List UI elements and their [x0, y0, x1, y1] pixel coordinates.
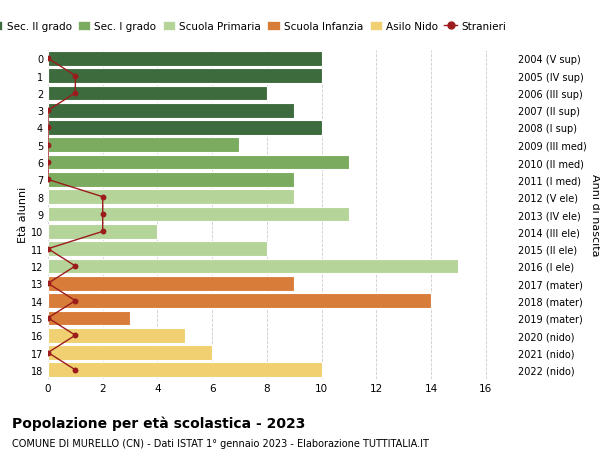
Point [43, 124, 53, 132]
Point [43, 176, 53, 184]
Point [71, 297, 80, 305]
Bar [48, 276, 294, 291]
Point [43, 142, 53, 149]
Point [43, 246, 53, 253]
Bar [48, 104, 294, 118]
Point [71, 263, 80, 270]
Bar [48, 224, 157, 239]
Y-axis label: Anni di nascita: Anni di nascita [590, 174, 600, 256]
Bar [48, 121, 322, 135]
Bar [48, 190, 294, 205]
Text: COMUNE DI MURELLO (CN) - Dati ISTAT 1° gennaio 2023 - Elaborazione TUTTITALIA.IT: COMUNE DI MURELLO (CN) - Dati ISTAT 1° g… [12, 438, 429, 448]
Point [43, 107, 53, 115]
Bar [48, 173, 294, 187]
Point [71, 366, 80, 374]
Legend: Sec. II grado, Sec. I grado, Scuola Primaria, Scuola Infanzia, Asilo Nido, Stran: Sec. II grado, Sec. I grado, Scuola Prim… [0, 18, 510, 36]
Bar [48, 86, 267, 101]
Bar [48, 294, 431, 308]
Point [43, 56, 53, 63]
Point [71, 90, 80, 97]
Text: Popolazione per età scolastica - 2023: Popolazione per età scolastica - 2023 [12, 415, 305, 430]
Bar [48, 328, 185, 343]
Bar [48, 346, 212, 360]
Point [43, 159, 53, 167]
Point [43, 314, 53, 322]
Bar [48, 259, 458, 274]
Point [98, 194, 107, 201]
Bar [48, 138, 239, 153]
Point [71, 73, 80, 80]
Point [43, 349, 53, 357]
Y-axis label: Età alunni: Età alunni [18, 186, 28, 243]
Point [98, 228, 107, 235]
Bar [48, 363, 322, 377]
Point [71, 332, 80, 339]
Point [98, 211, 107, 218]
Bar [48, 69, 322, 84]
Bar [48, 207, 349, 222]
Bar [48, 52, 322, 67]
Bar [48, 311, 130, 325]
Bar [48, 156, 349, 170]
Bar [48, 242, 267, 257]
Point [43, 280, 53, 287]
